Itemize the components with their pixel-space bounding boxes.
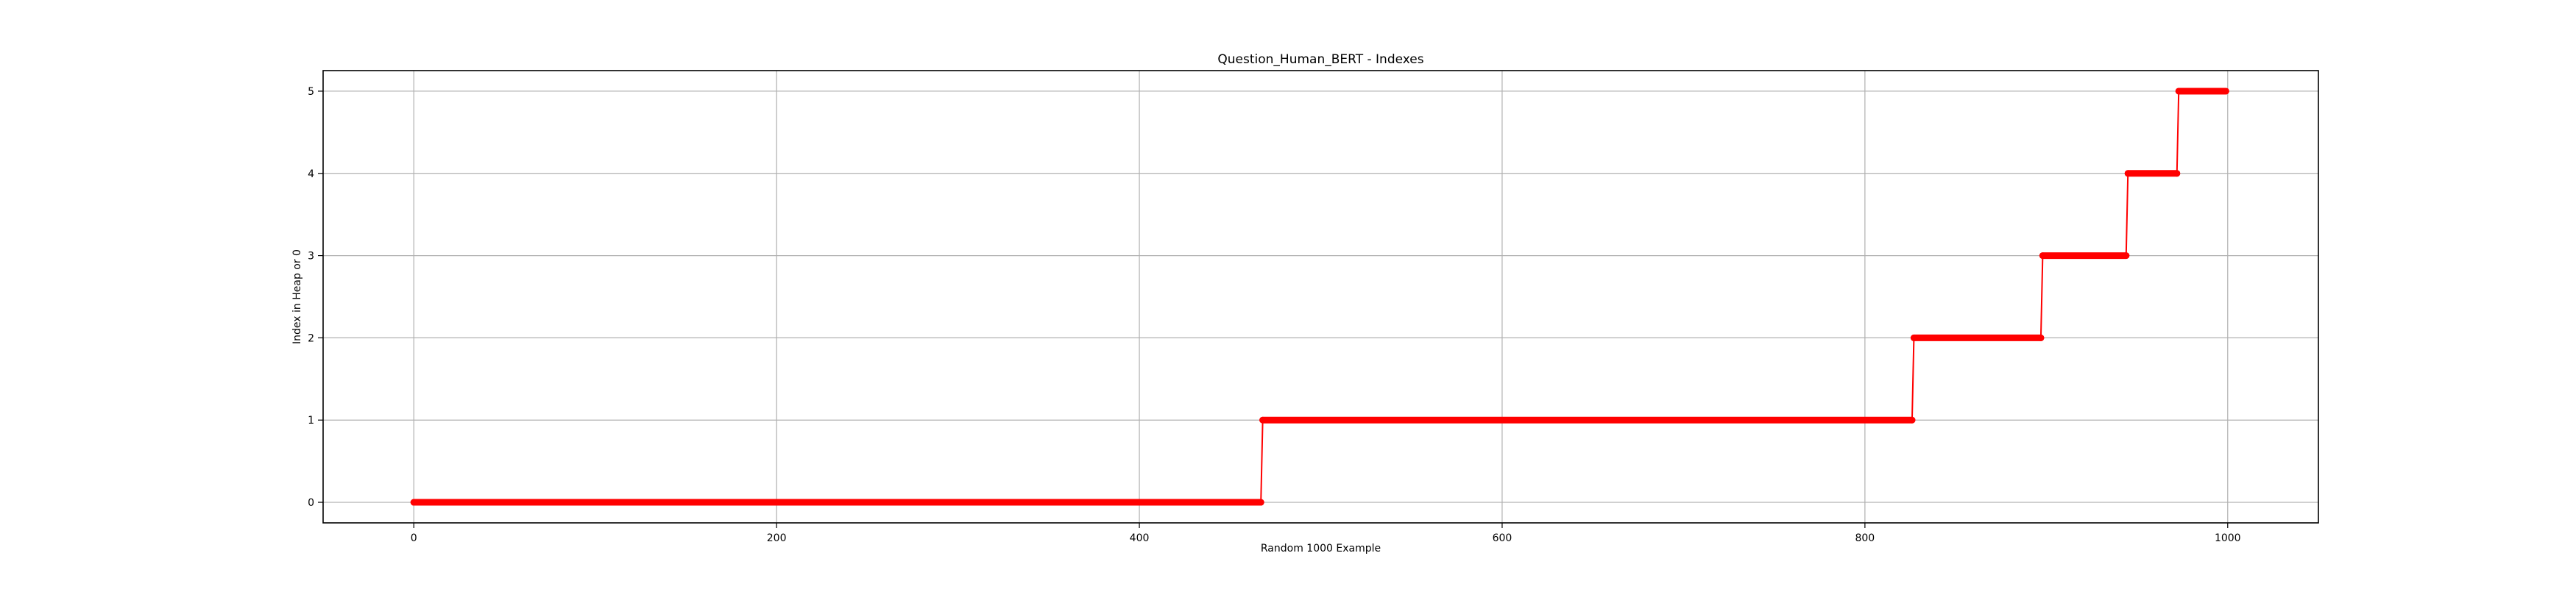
- data-point: [2123, 252, 2130, 260]
- data-point: [2222, 88, 2229, 95]
- y-tick-label: 5: [308, 86, 314, 98]
- data-point: [2173, 170, 2181, 177]
- y-axis-label: Index in Heap or 0: [291, 249, 303, 344]
- data-point: [2039, 252, 2046, 260]
- y-tick-label: 4: [308, 168, 314, 180]
- data-point: [2124, 170, 2131, 177]
- data-point: [1910, 334, 1917, 341]
- x-axis-label: Random 1000 Example: [1261, 543, 1381, 554]
- data-point: [1259, 416, 1267, 424]
- y-tick-label: 0: [308, 497, 314, 509]
- series-layer: [410, 88, 2229, 506]
- y-tick-label: 2: [308, 332, 314, 344]
- chart-title: Question_Human_BERT - Indexes: [1217, 52, 1423, 67]
- tick-layer: 0 200 400 600 800 1000 0 1 2 3 4 5: [308, 86, 2241, 544]
- plot-frame: [322, 70, 2319, 524]
- grid-layer: [323, 71, 2318, 523]
- x-tick-label: 200: [767, 532, 787, 544]
- data-point: [2175, 88, 2182, 95]
- data-point: [1257, 499, 1264, 506]
- x-tick-label: 600: [1493, 532, 1512, 544]
- y-tick-label: 3: [308, 251, 314, 263]
- x-tick-label: 1000: [2215, 532, 2241, 544]
- y-tick-label: 1: [308, 415, 314, 427]
- x-tick-label: 0: [411, 532, 417, 544]
- x-tick-label: 800: [1855, 532, 1875, 544]
- series-line: [414, 90, 2226, 504]
- data-point: [410, 499, 417, 506]
- data-point: [2037, 334, 2045, 341]
- data-point: [1908, 416, 1916, 424]
- x-tick-label: 400: [1130, 532, 1150, 544]
